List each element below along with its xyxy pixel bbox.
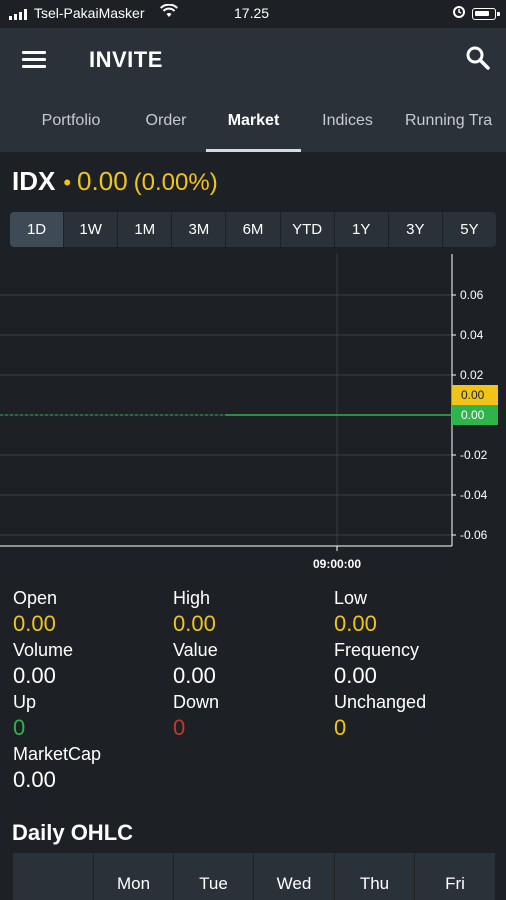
current-price-badge — [452, 405, 498, 425]
stat-frequency-label: Frequency — [334, 640, 420, 660]
x-tick-label: 09:00:00 — [313, 557, 361, 571]
carrier-name: Tsel-PakaiMasker — [34, 5, 145, 21]
tab-market[interactable]: Market — [206, 92, 301, 152]
stat-high: High 0.00 — [173, 588, 216, 637]
search-icon[interactable] — [465, 45, 491, 71]
stat-low-label: Low — [334, 588, 368, 608]
ohlc-header-blank — [13, 853, 94, 900]
range-5y-button[interactable]: 5Y — [460, 221, 479, 238]
stat-frequency: Frequency 0.00 — [334, 640, 419, 689]
range-3m-button[interactable]: 3M — [172, 212, 227, 247]
stat-marketcap: MarketCap 0.00 — [13, 744, 101, 793]
app-bar: INVITE — [0, 28, 506, 92]
tab-running-trade[interactable]: Running Tra — [405, 112, 493, 129]
market-tabs: Portfolio Order Market Indices Running T… — [0, 92, 506, 152]
stat-low: Low 0.00 — [334, 588, 377, 637]
stat-marketcap-value: 0.00 — [13, 767, 56, 792]
range-1w-button[interactable]: 1W — [64, 212, 119, 247]
last-price-badge — [452, 385, 498, 405]
stat-value-label: Value — [173, 640, 218, 660]
stat-down-label: Down — [173, 692, 220, 712]
ohlc-header-tue: Tue — [174, 853, 254, 900]
index-dot: • — [63, 170, 72, 195]
stat-down-value: 0 — [173, 715, 186, 740]
index-change: (0.00%) — [133, 169, 218, 196]
wifi-icon — [160, 3, 178, 21]
range-1y-button[interactable]: 1Y — [335, 212, 389, 247]
tab-indices[interactable]: Indices — [322, 112, 373, 129]
stat-high-value: 0.00 — [173, 611, 216, 636]
range-selector: 1D 1W 1M 3M 6M YTD 1Y 3Y 5Y — [10, 212, 496, 247]
range-1d-button[interactable]: 1D — [10, 212, 65, 247]
y-tick-label: 0.06 — [460, 288, 484, 302]
stat-value-value: 0.00 — [173, 663, 216, 688]
alarm-icon — [452, 4, 466, 21]
ohlc-header-wed: Wed — [254, 853, 335, 900]
stat-unchanged: Unchanged 0 — [334, 692, 426, 741]
battery-icon — [472, 8, 500, 20]
y-tick-label: 0.04 — [460, 328, 484, 342]
ohlc-title: Daily OHLC — [12, 820, 134, 845]
index-value: 0.00 — [77, 166, 128, 196]
app-title: INVITE — [89, 47, 163, 72]
stat-unchanged-value: 0 — [334, 715, 347, 740]
y-tick-label: -0.04 — [460, 488, 488, 502]
stat-volume-label: Volume — [13, 640, 74, 660]
stat-frequency-value: 0.00 — [334, 663, 377, 688]
y-tick-label: 0.02 — [460, 368, 484, 382]
last-price-badge-label: 0.00 — [461, 388, 485, 402]
y-tick-label: -0.02 — [460, 448, 488, 462]
stat-open: Open 0.00 — [13, 588, 57, 637]
range-3y-button[interactable]: 3Y — [389, 212, 443, 247]
stat-volume-value: 0.00 — [13, 663, 56, 688]
ohlc-header-fri: Fri — [445, 874, 465, 893]
stat-volume: Volume 0.00 — [13, 640, 73, 689]
clock: 17.25 — [234, 5, 270, 21]
range-ytd-button[interactable]: YTD — [281, 212, 335, 247]
stat-high-label: High — [173, 588, 211, 608]
range-1m-button[interactable]: 1M — [118, 212, 173, 247]
price-chart[interactable]: 0.06 0.04 0.02 0.00 -0.02 -0.04 -0.06 09:00:00 0… — [0, 254, 506, 578]
stat-up-label: Up — [13, 692, 37, 712]
signal-icon — [9, 9, 27, 20]
index-name: IDX — [12, 166, 56, 196]
stat-marketcap-label: MarketCap — [13, 744, 102, 764]
stat-up-value: 0 — [13, 715, 26, 740]
stat-open-label: Open — [13, 588, 58, 608]
menu-icon[interactable] — [22, 51, 46, 69]
index-header: IDX • 0.00 (0.00%) — [12, 166, 218, 197]
tab-order[interactable]: Order — [145, 112, 187, 129]
current-price-badge-label: 0.00 — [461, 408, 485, 422]
range-6m-button[interactable]: 6M — [226, 212, 281, 247]
ohlc-header-thu: Thu — [335, 853, 415, 900]
status-bar: Tsel-PakaiMasker 17.25 — [0, 0, 506, 28]
stat-value: Value 0.00 — [173, 640, 218, 689]
stat-unchanged-label: Unchanged — [334, 692, 427, 712]
y-tick-label: -0.06 — [460, 528, 488, 542]
tab-portfolio[interactable]: Portfolio — [41, 112, 101, 129]
stat-open-value: 0.00 — [13, 611, 56, 636]
stat-up: Up 0 — [13, 692, 36, 741]
ohlc-header-mon: Mon — [94, 853, 174, 900]
stat-low-value: 0.00 — [334, 611, 377, 636]
ohlc-table-header: Mon Tue Wed Thu Fri — [13, 853, 495, 900]
stat-down: Down 0 — [173, 692, 219, 741]
